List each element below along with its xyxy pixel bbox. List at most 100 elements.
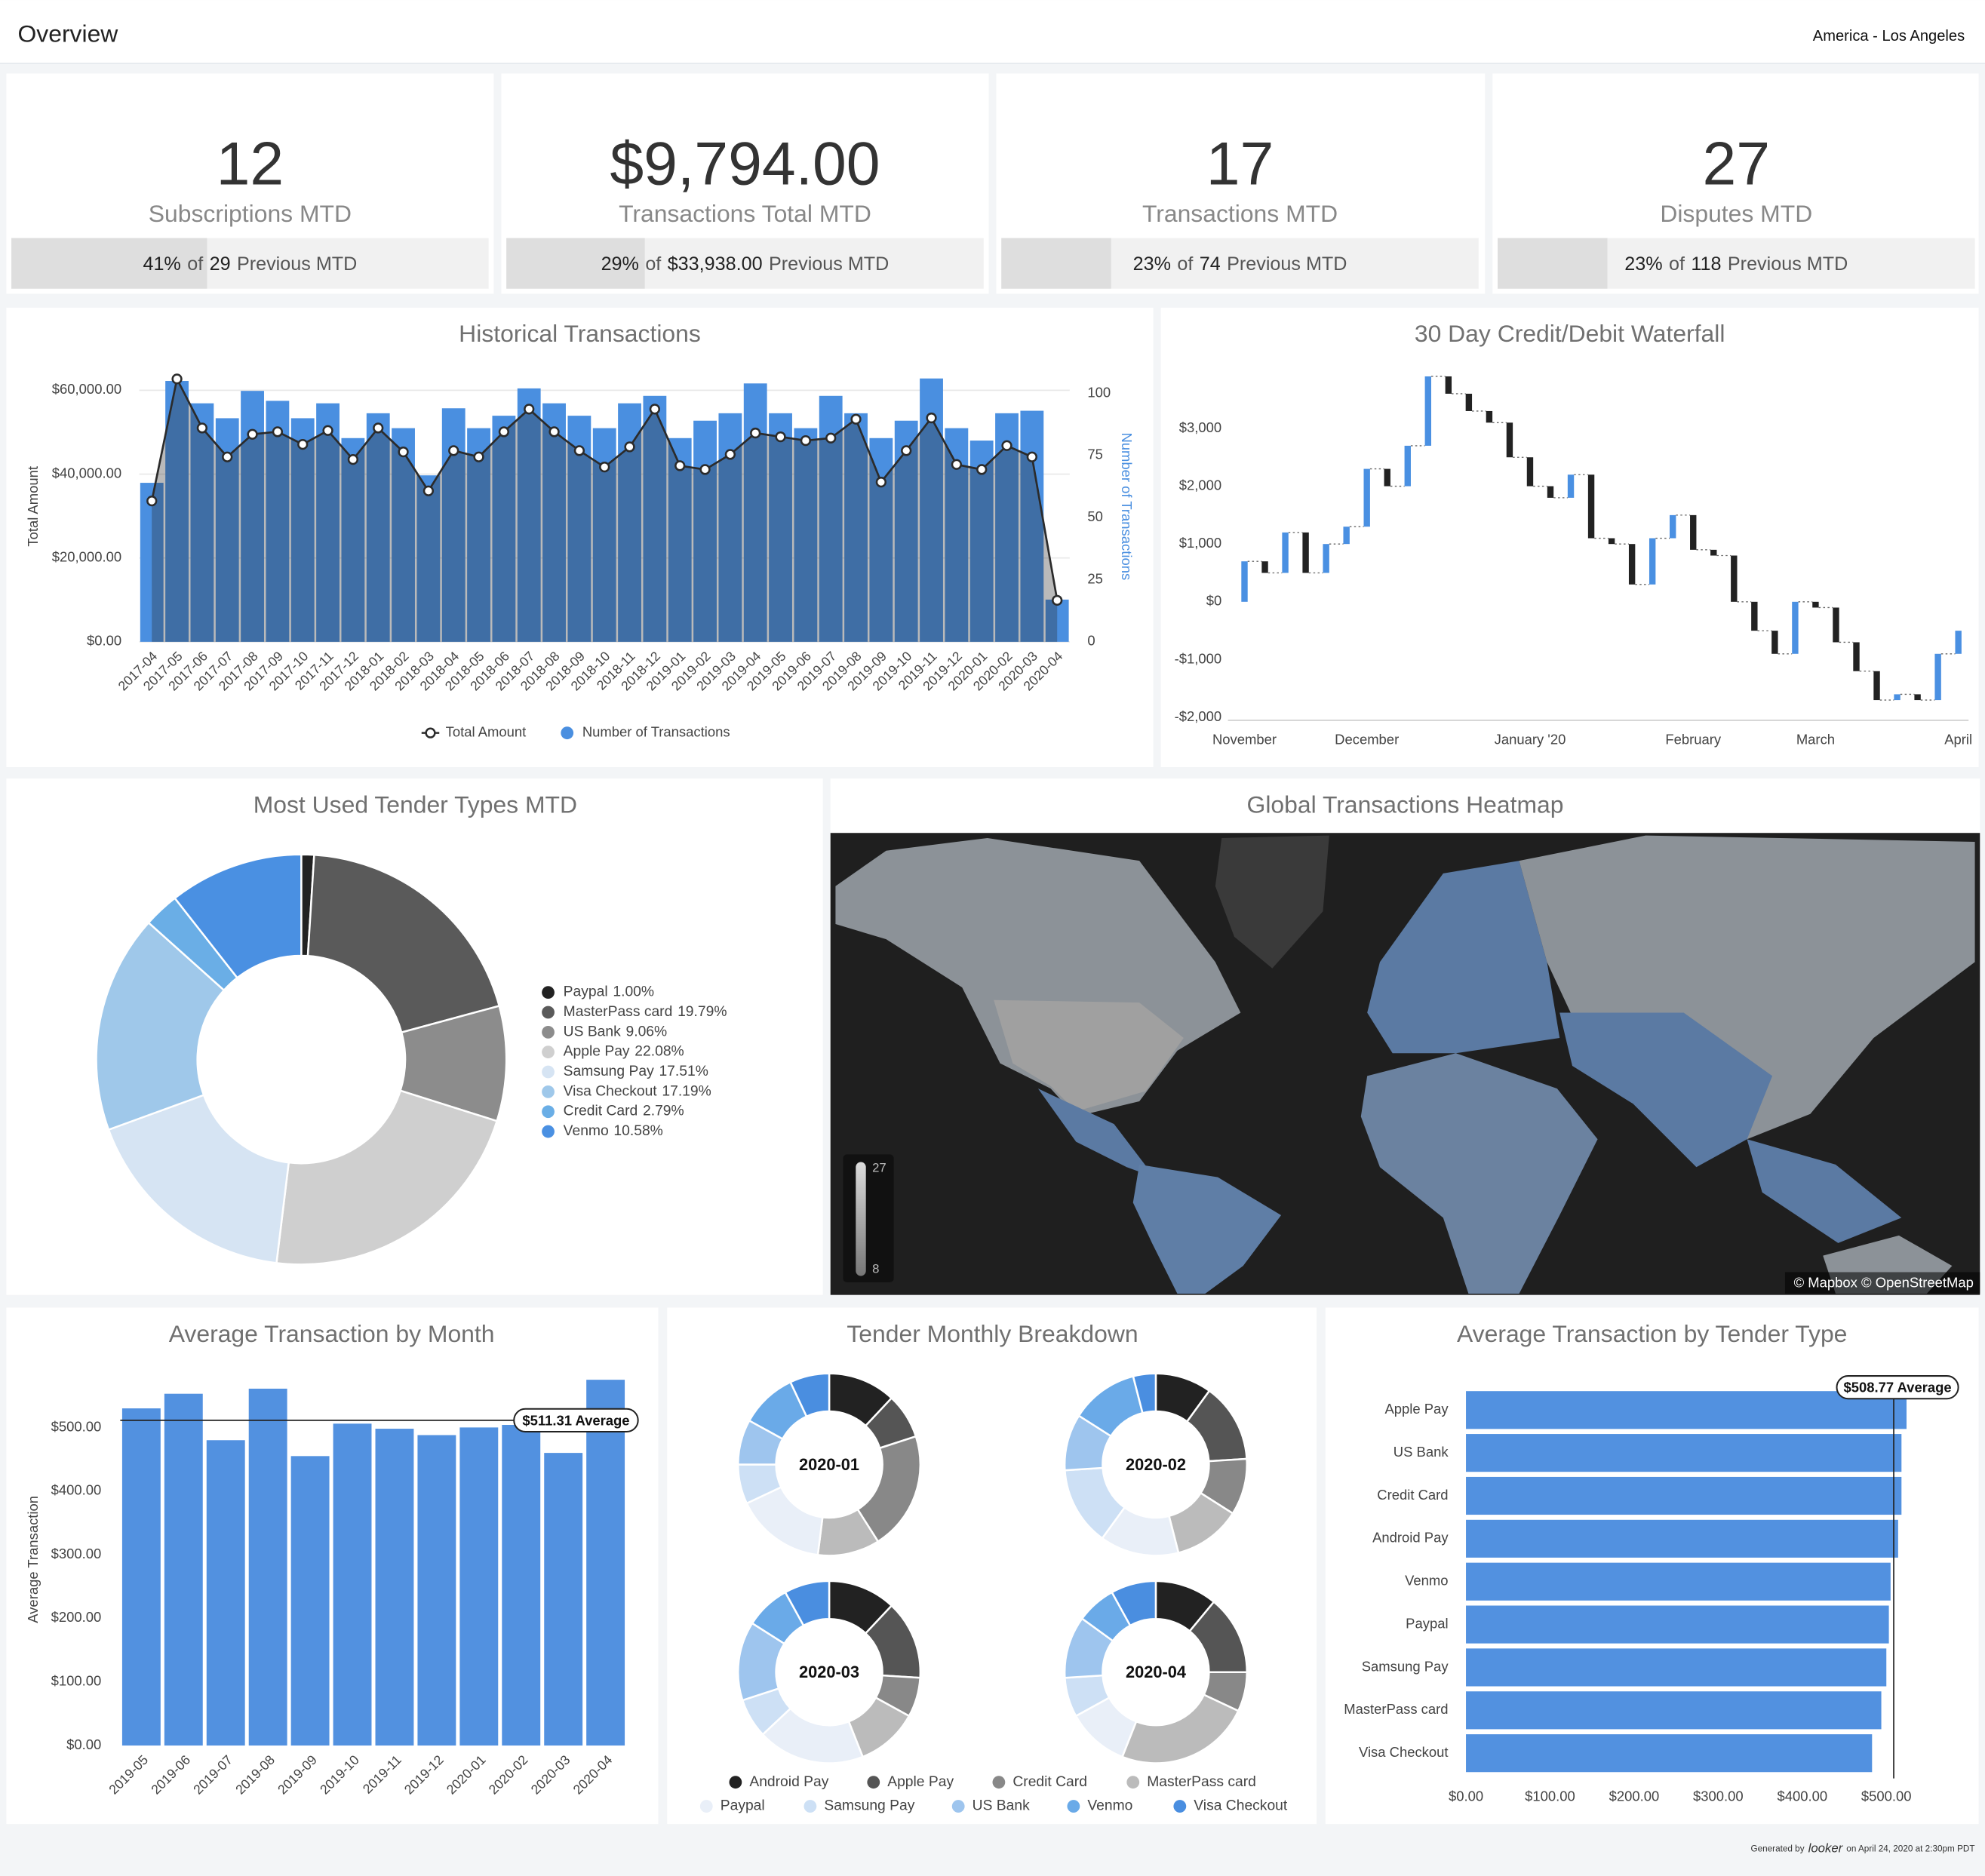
map[interactable]: 27 8 © Mapbox © OpenStreetMap — [830, 833, 1980, 1295]
comparison-previous: 118 — [1691, 253, 1721, 274]
x-tick-label: December — [1335, 732, 1399, 748]
point — [573, 445, 585, 456]
waterfall-bar — [1670, 514, 1676, 539]
point — [1026, 451, 1037, 462]
land — [1367, 861, 1560, 1054]
bar — [165, 381, 189, 642]
kpi-label: Transactions Total MTD — [619, 200, 871, 227]
bar — [1466, 1691, 1882, 1730]
point — [448, 445, 459, 456]
comparison-of: of — [1669, 253, 1685, 274]
waterfall-bar — [1812, 601, 1819, 608]
timezone[interactable]: America - Los Angeles — [1813, 28, 1965, 45]
chart-title: Average Transaction by Tender Type — [1457, 1320, 1847, 1347]
waterfall-bar — [1343, 527, 1350, 545]
reference-label: $511.31 Average — [522, 1412, 629, 1428]
y-tick-label: Apple Pay — [1384, 1401, 1449, 1417]
legend-marker — [951, 1800, 965, 1813]
legend-label: Apple Pay — [887, 1774, 954, 1790]
point — [674, 460, 686, 471]
point — [624, 441, 635, 453]
comparison-bar — [506, 238, 645, 289]
legend-marker — [867, 1776, 880, 1789]
kpi-value: $9,794.00 — [610, 130, 880, 198]
x-tick-label: November — [1212, 732, 1277, 748]
point — [699, 464, 711, 475]
bar — [316, 403, 340, 642]
point — [373, 422, 384, 434]
legend-value: 2.79% — [643, 1104, 684, 1119]
legend-marker — [1173, 1800, 1187, 1813]
waterfall-bar — [1914, 694, 1921, 701]
legend-marker — [542, 1085, 555, 1098]
x-tick-label: February — [1665, 732, 1722, 748]
legend-name: Samsung Pay — [564, 1064, 654, 1079]
bar — [492, 416, 516, 642]
comparison-of: of — [187, 253, 204, 274]
comparison-text: 23% of 118 Previous MTD — [1624, 253, 1848, 274]
bar — [844, 413, 868, 642]
legend-value: 9.06% — [625, 1024, 667, 1039]
y-tick-label: $0 — [1206, 593, 1222, 609]
legend-value: 19.79% — [678, 1004, 727, 1020]
kpi-value: 27 — [1702, 130, 1770, 198]
y-axis-label: Total Amount — [25, 466, 41, 547]
y-tick-label: $0.00 — [66, 1736, 101, 1752]
donut-slice — [784, 1580, 831, 1627]
legend-name: Visa Checkout — [564, 1083, 658, 1099]
legend-marker — [542, 1006, 555, 1019]
legend-value: 22.08% — [635, 1044, 684, 1060]
waterfall-bar — [1445, 376, 1452, 394]
point — [649, 404, 661, 415]
point — [398, 446, 409, 458]
donut-slice — [107, 1094, 290, 1264]
point — [1001, 440, 1012, 451]
waterfall-bar — [1710, 549, 1717, 556]
legend-value: 17.51% — [659, 1064, 708, 1079]
point — [850, 413, 862, 425]
bar — [416, 475, 441, 642]
legend-label: Credit Card 2.79% — [564, 1104, 684, 1119]
point — [724, 449, 736, 460]
legend-label: Visa Checkout — [1194, 1798, 1288, 1814]
waterfall-bar — [1282, 532, 1289, 573]
dashboard-title: Overview — [17, 20, 118, 48]
waterfall-bar — [1526, 457, 1534, 487]
y2-tick-label: 25 — [1087, 570, 1103, 586]
bar — [1020, 410, 1044, 642]
reference-label: $508.77 Average — [1843, 1380, 1951, 1395]
bar — [333, 1423, 372, 1746]
legend-marker — [992, 1776, 1006, 1789]
legend-marker — [425, 727, 436, 738]
attribution-box — [1784, 1272, 1980, 1294]
y-tick-label: $200.00 — [51, 1609, 102, 1625]
y-tick-label: $20,000.00 — [52, 549, 121, 565]
bar — [668, 438, 692, 642]
x-tick-label: January '20 — [1495, 732, 1566, 748]
comparison-bar — [1001, 238, 1111, 289]
y2-tick-label: 100 — [1087, 384, 1111, 400]
x-tick-label: $100.00 — [1525, 1788, 1575, 1804]
point — [926, 412, 937, 424]
bar — [502, 1425, 541, 1746]
bar — [417, 1435, 456, 1746]
donut-label: 2020-04 — [1126, 1663, 1186, 1681]
y-tick-label: Android Pay — [1372, 1530, 1449, 1546]
y-tick-label: -$1,000 — [1175, 650, 1222, 666]
bar — [769, 413, 792, 642]
legend-value: 17.19% — [662, 1083, 711, 1099]
comparison-text: 41% of 29 Previous MTD — [143, 253, 357, 274]
x-tick-label: April — [1944, 732, 1972, 748]
bar — [894, 420, 918, 642]
x-tick-label: $400.00 — [1777, 1788, 1827, 1804]
bar — [1045, 599, 1069, 642]
waterfall-bar — [1404, 445, 1411, 487]
point — [196, 422, 208, 434]
waterfall-bar — [1833, 607, 1839, 643]
comparison-suffix: Previous MTD — [769, 253, 889, 274]
attribution[interactable]: © Mapbox © OpenStreetMap — [1794, 1274, 1974, 1290]
point — [875, 476, 886, 488]
waterfall-bar — [1486, 410, 1493, 423]
chart-title: Global Transactions Heatmap — [1247, 791, 1564, 818]
